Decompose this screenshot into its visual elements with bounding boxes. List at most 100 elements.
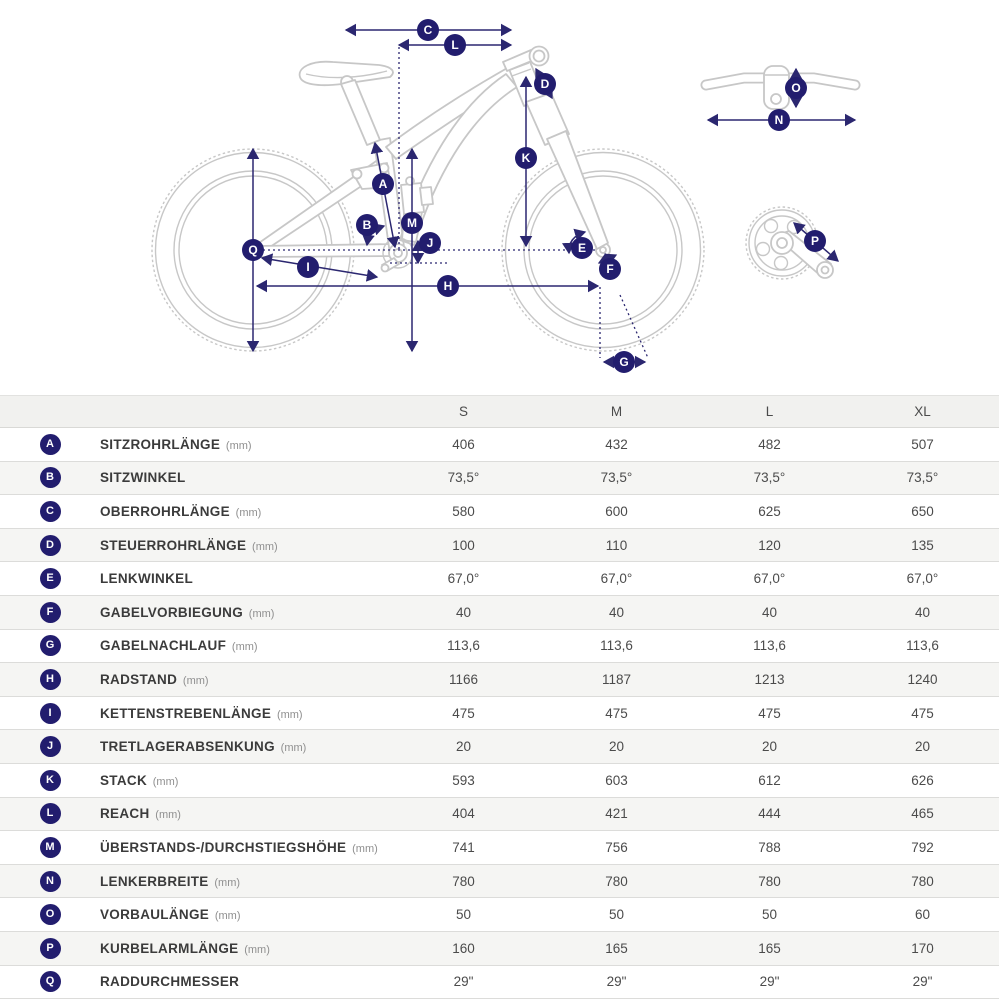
diagram-badge-j: J [419,232,441,254]
row-value: 135 [911,537,934,553]
row-value: 60 [914,907,931,923]
row-value: 40 [608,604,625,620]
diagram-badge-h: H [437,275,459,297]
row-value: 756 [605,839,628,855]
svg-text:L: L [451,38,458,52]
table-row: D STEUERROHRLÄNGE (mm) 100 110 120 135 [0,528,999,563]
row-label: TRETLAGERABSENKUNG [100,739,275,755]
row-letter-badge: I [39,702,61,724]
row-value: 600 [605,503,628,519]
table-row: O VORBAULÄNGE (mm) 50 50 50 60 [0,898,999,932]
row-value: 475 [452,705,475,721]
svg-text:O: O [791,81,800,95]
row-letter-badge: K [39,769,61,791]
row-value: 165 [605,940,628,956]
diagram-badge-i: I [297,256,319,278]
row-label: LENKERBREITE [100,873,209,889]
svg-text:N: N [775,113,784,127]
size-header-s: S [458,404,468,419]
row-value: 612 [758,772,781,788]
row-value: 67,0° [906,571,939,587]
row-value: 625 [758,503,781,519]
row-label: KURBELARMLÄNGE [100,940,239,956]
row-value: 432 [605,436,628,452]
row-label: SITZWINKEL [100,470,186,486]
row-value: 741 [452,839,475,855]
diagram-badge-l: L [444,34,466,56]
row-value: 626 [911,772,934,788]
row-value: 444 [758,806,781,822]
row-letter-badge: G [39,635,61,657]
row-letter-badge: D [39,534,61,556]
row-letter-badge: H [39,668,61,690]
row-label: RADSTAND [100,671,178,687]
svg-text:M: M [407,216,417,230]
diagram-badge-d: D [534,73,556,95]
row-unit: (mm) [214,876,241,889]
row-value: 465 [911,806,934,822]
row-letter-badge: E [39,568,61,590]
row-value: 593 [452,772,475,788]
row-value: 475 [758,705,781,721]
row-value: 404 [452,806,475,822]
row-value: 788 [758,839,781,855]
diagram-badges: A B C D E F G H I J K L M N O P Q [242,19,826,373]
table-row: M ÜBERSTANDS-/DURCHSTIEGSHÖHE (mm) 741 756 7… [0,831,999,865]
row-value: 507 [911,436,934,452]
row-value: 67,0° [600,571,633,587]
table-row: P KURBELARMLÄNGE (mm) 160 165 165 170 [0,931,999,966]
row-value: 475 [605,705,628,721]
table-row: Q RADDURCHMESSER 29" 29" 29" 29" [0,965,999,999]
row-unit: (mm) [244,943,270,956]
table-row: G GABELNACHLAUF (mm) 113,6 113,6 113,6 113,6 [0,629,999,664]
row-value: 67,0° [447,571,480,587]
row-value: 73,5° [753,470,786,486]
diagram-badge-p: P [804,230,826,252]
diagram-badge-o: O [785,77,807,99]
table-row: I KETTENSTREBENLÄNGE (mm) 475 475 475 475 [0,696,999,731]
row-value: 780 [605,873,628,889]
row-value: 421 [605,806,628,822]
diagram-badge-n: N [768,109,790,131]
svg-text:E: E [578,241,586,255]
row-unit: (mm) [155,809,181,822]
row-letter-badge: C [39,500,61,522]
svg-text:F: F [606,262,613,276]
row-value: 475 [911,705,934,721]
row-value: 580 [452,503,475,519]
svg-text:G: G [619,355,628,369]
row-label: REACH [100,806,150,822]
row-label: GABELVORBIEGUNG [100,604,244,620]
row-value: 113,6 [600,638,633,654]
row-label: OBERROHRLÄNGE [100,503,230,519]
geometry-diagram-svg: A B C D E F G H I J K L M N O P Q [151,19,861,373]
row-value: 29" [912,974,933,990]
row-value: 1166 [448,671,479,687]
table-row: N LENKERBREITE (mm) 780 780 780 780 [0,864,999,899]
row-value: 73,5° [447,470,480,486]
row-value: 165 [758,940,781,956]
table-row: H RADSTAND (mm) 1166 1187 1213 1240 [0,663,999,697]
row-letter-badge: L [39,803,61,825]
row-value: 1187 [601,671,632,687]
front-wheel [501,148,705,352]
row-value: 120 [758,537,781,553]
row-label: RADDURCHMESSER [100,974,240,990]
row-value: 20 [455,739,472,755]
row-value: 780 [758,873,781,889]
row-value: 20 [914,739,931,755]
row-value: 29" [606,974,627,990]
table-row: A SITZROHRLÄNGE (mm) 406 432 482 507 [0,428,999,462]
row-letter-badge: J [39,736,61,758]
row-letter-badge: N [39,870,61,892]
table-row: K STACK (mm) 593 603 612 626 [0,763,999,798]
table-row: F GABELVORBIEGUNG (mm) 40 40 40 40 [0,595,999,630]
row-letter-badge: P [39,937,61,959]
diagram-badge-f: F [599,258,621,280]
row-label: ÜBERSTANDS-/DURCHSTIEGSHÖHE [100,839,347,855]
row-letter-badge: A [39,433,61,455]
row-value: 20 [608,739,625,755]
row-letter-badge: M [39,836,61,858]
row-unit: (mm) [152,775,179,788]
